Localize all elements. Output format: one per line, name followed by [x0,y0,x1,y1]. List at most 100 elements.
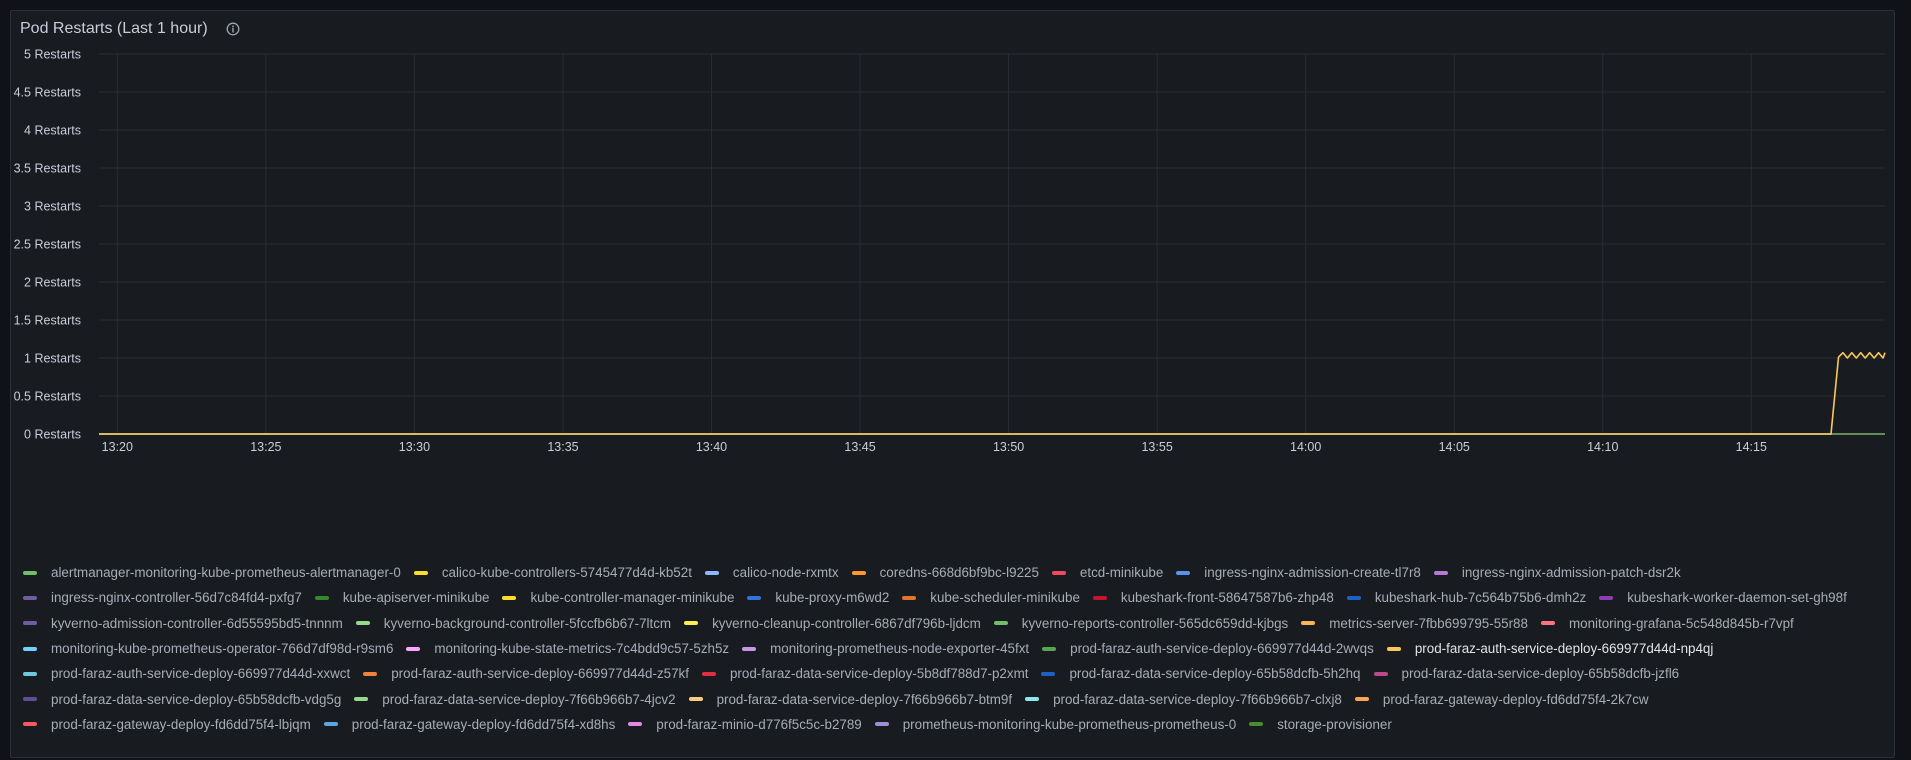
legend-label: kube-proxy-m6wd2 [775,590,890,606]
panel-title: Pod Restarts (Last 1 hour) [20,20,208,37]
y-tick-label: 4.5 Restarts [14,86,81,100]
x-tick-label: 13:55 [1141,440,1172,454]
legend-swatch [704,570,719,575]
legend-label: kubeshark-worker-daemon-set-gh98f [1627,590,1847,606]
legend-swatch [1346,595,1361,600]
legend-label: kubeshark-hub-7c564b75b6-dmh2z [1374,590,1587,606]
legend-label: metrics-server-7fbb699795-55r88 [1329,615,1528,631]
legend-item[interactable]: prod-faraz-data-service-deploy-5b8df788d… [701,661,1028,686]
legend-item[interactable]: prod-faraz-minio-d776f5c5c-b2789 [628,712,862,737]
legend-item[interactable]: kyverno-admission-controller-6d55595bd5-… [23,611,343,636]
legend-label: prod-faraz-auth-service-deploy-669977d44… [1414,641,1714,657]
legend-swatch [1433,570,1448,575]
legend-item[interactable]: calico-node-rxmtx [704,560,839,585]
y-tick-label: 2 Restarts [24,276,81,290]
x-tick-label: 13:25 [250,440,281,454]
legend-item[interactable]: prod-faraz-data-service-deploy-65b58dcfb… [1373,661,1680,686]
x-tick-label: 13:20 [102,440,133,454]
legend-item[interactable]: prod-faraz-data-service-deploy-7f66b966b… [1025,686,1342,711]
legend-label: prod-faraz-data-service-deploy-65b58dcfb… [51,691,342,707]
legend-item[interactable]: prod-faraz-gateway-deploy-fd6dd75f4-2k7c… [1354,686,1649,711]
legend-item[interactable]: kyverno-cleanup-controller-6867df796b-lj… [684,611,981,636]
legend-label: kube-controller-manager-minikube [530,590,735,606]
legend-label: kyverno-cleanup-controller-6867df796b-lj… [712,615,981,631]
y-tick-label: 1.5 Restarts [14,314,81,328]
legend-swatch [851,570,866,575]
legend-label: ingress-nginx-controller-56d7c84fd4-pxfg… [51,590,302,606]
legend-item[interactable]: kube-proxy-m6wd2 [747,585,889,610]
legend-swatch [314,595,329,600]
legend-swatch [354,697,369,702]
legend-label: monitoring-kube-state-metrics-7c4bdd9c57… [434,641,730,657]
legend-item[interactable]: prod-faraz-auth-service-deploy-669977d44… [23,661,350,686]
legend-swatch [1051,570,1066,575]
legend-item[interactable]: prometheus-monitoring-kube-prometheus-pr… [874,712,1237,737]
legend-item[interactable]: prod-faraz-auth-service-deploy-669977d44… [363,661,689,686]
legend-item[interactable]: kubeshark-hub-7c564b75b6-dmh2z [1346,585,1587,610]
y-tick-label: 3 Restarts [24,200,81,214]
legend-label: prod-faraz-data-service-deploy-7f66b966b… [1053,691,1342,707]
legend-swatch [1373,671,1388,676]
x-tick-label: 14:00 [1290,440,1321,454]
legend-swatch [1042,646,1057,651]
legend-label: prod-faraz-data-service-deploy-65b58dcfb… [1401,666,1680,682]
legend-item[interactable]: calico-kube-controllers-5745477d4d-kb52t [413,560,692,585]
info-circle-icon[interactable] [226,22,240,36]
legend-label: prod-faraz-auth-service-deploy-669977d44… [391,666,689,682]
legend-item[interactable]: ingress-nginx-admission-create-tl7r8 [1176,560,1421,585]
legend-label: prometheus-monitoring-kube-prometheus-pr… [902,716,1237,732]
legend-label: alertmanager-monitoring-kube-prometheus-… [51,565,401,581]
legend-label: ingress-nginx-admission-patch-dsr2k [1461,565,1681,581]
legend-label: prod-faraz-auth-service-deploy-669977d44… [51,666,351,682]
legend-item[interactable]: coredns-668d6bf9bc-l9225 [851,560,1039,585]
legend-item[interactable]: storage-provisioner [1249,712,1392,737]
legend-item[interactable]: ingress-nginx-admission-patch-dsr2k [1433,560,1681,585]
legend-label: monitoring-grafana-5c548d845b-r7vpf [1568,615,1794,631]
legend-swatch [1092,595,1107,600]
legend-item[interactable]: kubeshark-worker-daemon-set-gh98f [1599,585,1847,610]
chart-panel: Pod Restarts (Last 1 hour) 0 Restarts 0.5… [10,10,1895,758]
legend-item[interactable]: prod-faraz-data-service-deploy-65b58dcfb… [23,686,341,711]
legend-swatch [1041,671,1056,676]
legend-label: ingress-nginx-admission-create-tl7r8 [1204,565,1421,581]
legend-item[interactable]: monitoring-kube-prometheus-operator-766d… [23,636,393,661]
legend-swatch [355,621,370,626]
x-tick-label: 13:50 [993,440,1024,454]
legend-item[interactable]: alertmanager-monitoring-kube-prometheus-… [23,560,401,585]
legend-swatch [363,671,378,676]
legend-swatch [23,671,37,676]
legend-item[interactable]: etcd-minikube [1051,560,1163,585]
legend-item[interactable]: kube-scheduler-minikube [902,585,1080,610]
legend-item[interactable]: metrics-server-7fbb699795-55r88 [1301,611,1528,636]
time-series-chart[interactable]: 0 Restarts 0.5 Restarts 1 Restarts 1.5 Rest… [11,11,1896,551]
legend-item[interactable]: monitoring-prometheus-node-exporter-45fx… [742,636,1029,661]
legend-item[interactable]: prod-faraz-gateway-deploy-fd6dd75f4-lbjq… [23,712,311,737]
legend-item[interactable]: prod-faraz-auth-service-deploy-669977d44… [1042,636,1374,661]
legend-item[interactable]: prod-faraz-data-service-deploy-7f66b966b… [688,686,1012,711]
legend-item[interactable]: kube-controller-manager-minikube [502,585,734,610]
legend-item[interactable]: monitoring-kube-state-metrics-7c4bdd9c57… [406,636,729,661]
legend-item[interactable]: kyverno-reports-controller-565dc659dd-kj… [993,611,1288,636]
legend-swatch [1386,646,1401,651]
legend-item[interactable]: kyverno-background-controller-5fccfb6b67… [355,611,671,636]
legend-swatch [701,671,716,676]
legend-label: prod-faraz-gateway-deploy-fd6dd75f4-2k7c… [1382,691,1649,707]
legend-item[interactable]: prod-faraz-data-service-deploy-65b58dcfb… [1041,661,1361,686]
legend-item[interactable]: prod-faraz-gateway-deploy-fd6dd75f4-xd8h… [323,712,615,737]
legend-item[interactable]: monitoring-grafana-5c548d845b-r7vpf [1540,611,1794,636]
legend-label: calico-kube-controllers-5745477d4d-kb52t [441,565,692,581]
legend-item[interactable]: ingress-nginx-controller-56d7c84fd4-pxfg… [23,585,302,610]
legend-swatch [1354,697,1369,702]
legend-item[interactable]: kubeshark-front-58647587b6-zhp48 [1092,585,1334,610]
legend-swatch [413,570,428,575]
legend-swatch [406,646,421,651]
legend-swatch [1540,621,1555,626]
y-tick-label: 4 Restarts [24,124,81,138]
legend-label: prod-faraz-data-service-deploy-65b58dcfb… [1069,666,1361,682]
legend-item[interactable]: prod-faraz-data-service-deploy-7f66b966b… [354,686,676,711]
legend-swatch [993,621,1008,626]
legend-item[interactable]: prod-faraz-auth-service-deploy-669977d44… [1386,636,1714,661]
legend-item[interactable]: kube-apiserver-minikube [314,585,489,610]
legend-label: storage-provisioner [1277,716,1392,732]
x-tick-label: 14:05 [1439,440,1470,454]
